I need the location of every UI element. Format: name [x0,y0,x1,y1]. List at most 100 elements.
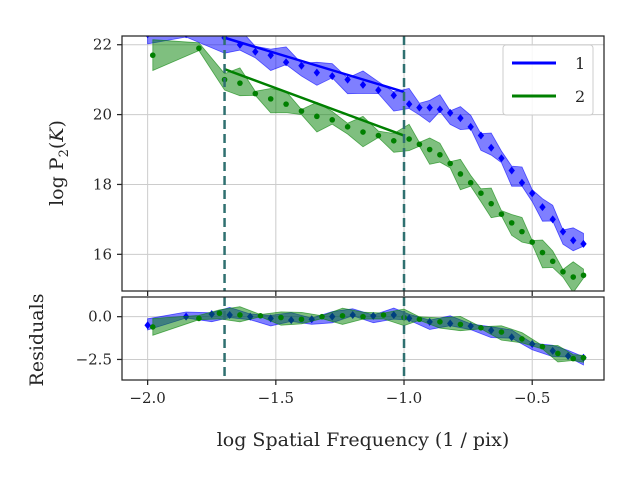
top-point-series-2 [267,96,274,102]
top-point-series-2 [329,117,336,123]
bottom-panel: 0.0 −2.5 −2.0 −1.5 −1.0 −0.5 Residuals [26,294,605,407]
top-point-series-2 [539,249,546,256]
bottom-point-series-2 [149,324,156,330]
bottom-point-series-2 [319,313,325,320]
y-tick-label: 16 [93,245,112,263]
top-point-series-2 [406,136,412,142]
top-point-series-2 [488,200,494,207]
bottom-point-series-2 [298,316,305,323]
bottom-point-series-2 [416,316,423,323]
top-point-series-1 [529,189,536,198]
bottom-point-series-1 [144,321,151,330]
top-point-series-2 [467,179,474,186]
top-point-series-2 [529,239,536,245]
top-point-series-2 [549,258,556,265]
bottom-point-series-2 [237,312,243,318]
x-tick-label: −0.5 [514,389,550,407]
bottom-point-series-2 [539,343,546,350]
top-point-series-2 [344,124,351,130]
top-point-series-2 [252,90,259,97]
top-point-series-2 [360,129,366,135]
bottom-point-series-2 [580,354,587,361]
legend-label-1: 1 [575,54,585,73]
bottom-point-series-2 [498,329,505,335]
top-point-series-1 [477,131,485,140]
legend: 12 [502,44,594,116]
top-point-series-1 [518,178,526,187]
top-axes-frame [121,35,605,292]
y-tick-label: 18 [93,175,112,193]
x-axis-label: log Spatial Frequency (1 / pix) [217,429,510,451]
top-point-series-2 [447,160,453,167]
top-point-series-1 [467,122,474,131]
top-point-series-1 [580,239,587,248]
top-point-series-2 [508,220,515,226]
top-fit-line-series-1 [224,36,405,94]
top-point-series-1 [426,103,433,112]
bottom-point-series-2 [478,325,484,331]
bottom-y-ticks: 0.0 −2.5 [76,308,122,368]
y-tick-label: 22 [93,36,112,54]
top-point-series-1 [498,154,505,163]
bottom-axes-frame [121,296,605,381]
top-point-series-2 [457,171,464,177]
bottom-point-series-2 [360,313,366,320]
top-point-series-1 [570,236,577,245]
top-point-series-1 [267,51,274,60]
top-point-series-2 [314,113,320,120]
top-point-series-1 [436,105,444,114]
bottom-point-series-2 [437,319,443,325]
bottom-x-ticks: −2.0 −1.5 −1.0 −0.5 [129,380,550,407]
top-point-series-2 [519,228,525,235]
y-tick-label: −2.5 [76,350,112,368]
bottom-point-series-2 [457,321,464,328]
legend-label-2: 2 [575,87,585,106]
top-point-series-2 [426,146,433,153]
bottom-point-series-2 [196,315,202,322]
bottom-y-axis-label: Residuals [26,294,48,387]
top-point-series-2 [570,274,577,280]
x-tick-label: −1.5 [258,389,294,407]
top-plot-area [145,36,587,291]
top-point-series-2 [149,52,156,59]
top-x-ticks [147,291,533,296]
top-point-series-1 [508,166,515,175]
top-point-series-1 [539,203,546,212]
top-point-series-1 [344,75,351,84]
y-tick-label: 0.0 [88,308,112,326]
bottom-band-series-2 [152,306,584,363]
top-point-series-1 [236,40,244,49]
top-fit-line-series-2 [224,68,405,137]
top-point-series-2 [390,137,397,144]
top-point-series-1 [405,100,413,109]
bottom-point-series-2 [339,313,346,319]
top-point-series-1 [252,47,259,56]
x-tick-label: −1.0 [386,389,422,407]
bottom-point-series-2 [570,355,577,362]
top-point-series-1 [298,61,305,70]
x-tick-label: −2.0 [129,389,165,407]
top-point-series-1 [549,215,556,224]
top-point-series-1 [282,58,290,67]
top-y-ticks: 16 18 20 22 [93,36,122,263]
bottom-point-series-2 [278,314,284,321]
top-point-series-2 [375,132,382,139]
top-point-series-1 [457,114,464,123]
top-point-series-2 [437,151,443,158]
top-point-series-2 [580,272,587,279]
top-point-series-1 [559,227,567,236]
top-point-series-1 [487,143,495,152]
top-point-series-1 [446,108,454,117]
top-point-series-2 [298,108,305,114]
top-point-series-2 [498,211,505,217]
top-point-series-2 [478,190,484,196]
bottom-point-series-2 [519,336,525,342]
bottom-plot-area [144,297,587,380]
top-point-series-2 [283,101,289,107]
top-point-series-1 [329,72,336,81]
bottom-point-series-2 [216,310,223,317]
top-point-series-1 [375,86,382,95]
top-point-series-1 [313,68,321,77]
